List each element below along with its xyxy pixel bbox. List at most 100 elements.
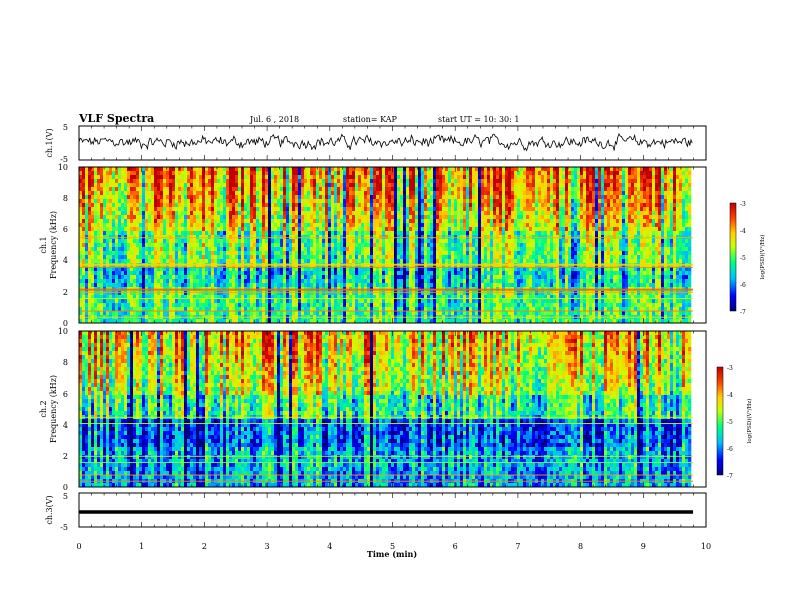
psd-cell — [148, 215, 152, 220]
psd-cell — [679, 175, 683, 180]
psd-cell — [355, 231, 359, 236]
psd-cell — [676, 175, 680, 180]
psd-cell — [478, 219, 482, 224]
psd-cell — [598, 187, 602, 192]
psd-cell — [175, 215, 179, 220]
psd-cell — [316, 235, 320, 240]
psd-cell — [595, 187, 599, 192]
psd-cell — [121, 231, 125, 236]
psd-cell — [649, 239, 653, 244]
psd-cell — [343, 223, 347, 228]
psd-cell — [433, 179, 437, 184]
psd-cell — [379, 175, 383, 180]
psd-cell — [325, 247, 329, 252]
psd-cell — [157, 175, 161, 180]
psd-cell — [508, 215, 512, 220]
psd-cell — [247, 167, 251, 172]
psd-cell — [121, 207, 125, 212]
psd-cell — [211, 215, 215, 220]
psd-cell — [196, 235, 200, 240]
psd-cell — [175, 187, 179, 192]
psd-cell — [415, 215, 419, 220]
psd-cell — [340, 179, 344, 184]
psd-cell — [217, 259, 221, 264]
psd-cell — [523, 227, 527, 232]
psd-cell — [94, 199, 98, 204]
psd-cell — [178, 255, 182, 260]
psd-cell — [571, 243, 575, 248]
psd-cell — [226, 219, 230, 224]
psd-cell — [301, 215, 305, 220]
psd-cell — [631, 199, 635, 204]
psd-cell — [205, 179, 209, 184]
psd-cell — [118, 211, 122, 216]
psd-cell — [217, 199, 221, 204]
psd-cell — [232, 191, 236, 196]
psd-cell — [292, 175, 296, 180]
psd-cell — [526, 187, 530, 192]
psd-cell — [379, 167, 383, 172]
psd-cell — [586, 235, 590, 240]
psd-cell — [454, 183, 458, 188]
psd-cell — [199, 195, 203, 200]
psd-cell — [673, 211, 677, 216]
psd-cell — [451, 219, 455, 224]
psd-cell — [247, 235, 251, 240]
psd-cell — [229, 183, 233, 188]
psd-cell — [418, 171, 422, 176]
psd-cell — [421, 231, 425, 236]
psd-cell — [220, 199, 224, 204]
psd-cell — [271, 251, 275, 256]
psd-cell — [676, 243, 680, 248]
psd-cell — [382, 191, 386, 196]
psd-cell — [562, 247, 566, 252]
psd-cell — [610, 191, 614, 196]
psd-cell — [136, 167, 140, 172]
psd-cell — [436, 251, 440, 256]
psd-cell — [181, 199, 185, 204]
psd-cell — [574, 191, 578, 196]
psd-cell — [424, 183, 428, 188]
psd-cell — [145, 167, 149, 172]
psd-cell — [112, 199, 116, 204]
psd-cell — [676, 195, 680, 200]
psd-cell — [649, 175, 653, 180]
psd-cell — [295, 215, 299, 220]
psd-cell — [202, 235, 206, 240]
psd-cell — [253, 227, 257, 232]
psd-cell — [460, 231, 464, 236]
psd-cell — [307, 243, 311, 248]
psd-cell — [643, 215, 647, 220]
psd-cell — [286, 203, 290, 208]
psd-cell — [109, 223, 113, 228]
psd-cell — [277, 167, 281, 172]
psd-cell — [211, 171, 215, 176]
psd-cell — [670, 223, 674, 228]
psd-cell — [94, 231, 98, 236]
psd-cell — [313, 247, 317, 252]
psd-cell — [397, 255, 401, 260]
psd-cell — [151, 175, 155, 180]
psd-cell — [604, 183, 608, 188]
psd-cell — [184, 207, 188, 212]
psd-cell — [184, 195, 188, 200]
psd-cell — [430, 259, 434, 264]
psd-cell — [100, 219, 104, 224]
psd-cell — [535, 195, 539, 200]
psd-cell — [109, 195, 113, 200]
psd-cell — [202, 239, 206, 244]
psd-cell — [268, 187, 272, 192]
psd-cell — [247, 251, 251, 256]
psd-cell — [616, 211, 620, 216]
psd-cell — [136, 227, 140, 232]
psd-cell — [97, 243, 101, 248]
psd-cell — [469, 239, 473, 244]
psd-cell — [451, 259, 455, 264]
psd-cell — [169, 215, 173, 220]
psd-cell — [175, 223, 179, 228]
psd-cell — [505, 203, 509, 208]
psd-cell — [340, 215, 344, 220]
psd-cell — [574, 255, 578, 260]
psd-cell — [607, 215, 611, 220]
psd-cell — [286, 231, 290, 236]
